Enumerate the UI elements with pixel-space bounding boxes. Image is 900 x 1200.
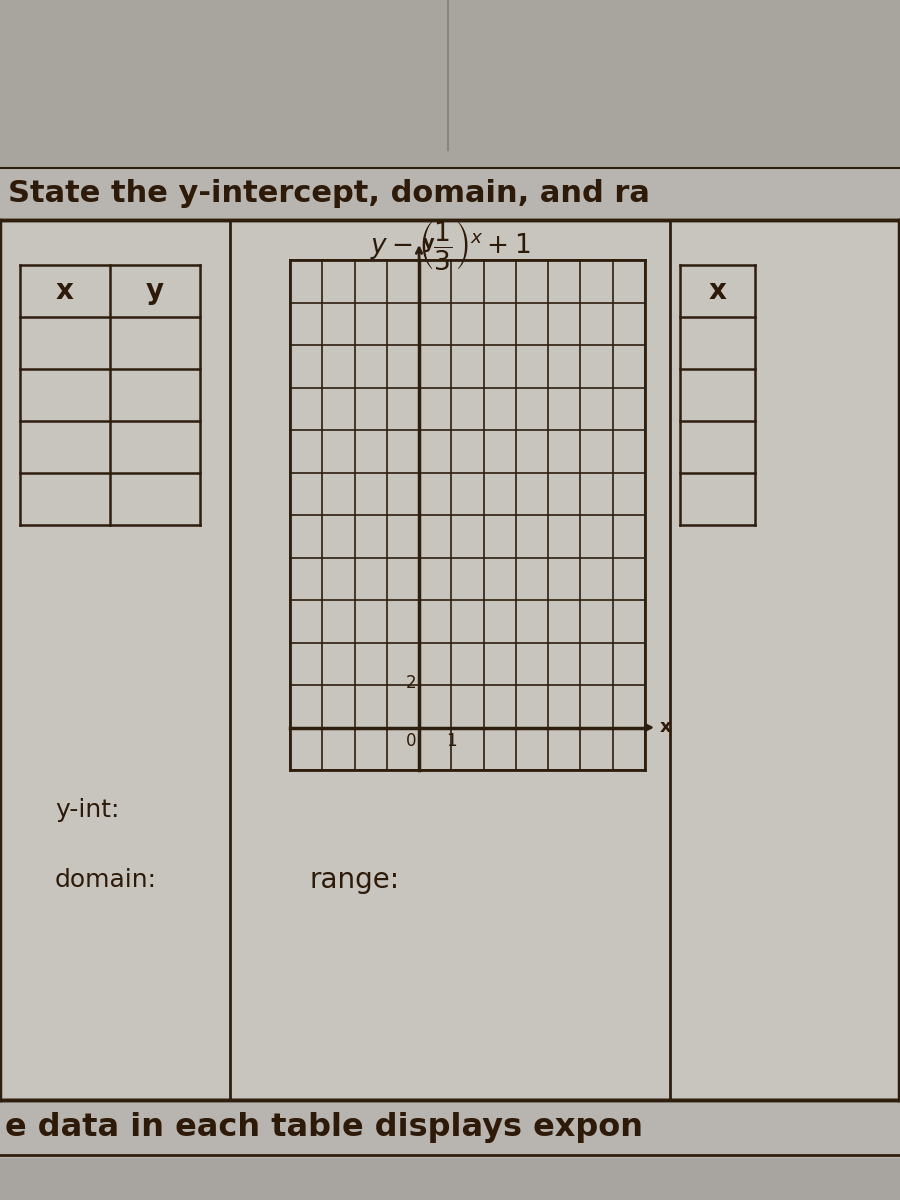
Bar <box>0 1154 900 1200</box>
Text: State the y-intercept, domain, and ra: State the y-intercept, domain, and ra <box>8 180 650 209</box>
Text: x: x <box>708 277 726 305</box>
Text: y: y <box>423 234 435 252</box>
Text: domain:: domain: <box>55 868 157 892</box>
Text: x: x <box>56 277 74 305</box>
Text: 2: 2 <box>406 674 416 692</box>
Text: y: y <box>146 277 164 305</box>
Text: range:: range: <box>310 866 400 894</box>
Text: $y-\left(\dfrac{1}{3}\right)^{x}+1$: $y-\left(\dfrac{1}{3}\right)^{x}+1$ <box>370 218 530 271</box>
Bar <box>0 168 900 220</box>
Text: y-int:: y-int: <box>55 798 120 822</box>
Text: 0: 0 <box>406 732 416 750</box>
Text: e data in each table displays expon: e data in each table displays expon <box>5 1112 643 1142</box>
Bar <box>0 1098 900 1157</box>
Text: 1: 1 <box>446 732 456 750</box>
Bar <box>0 0 900 220</box>
Text: x: x <box>660 719 671 737</box>
Bar <box>0 220 900 1100</box>
Bar <box>290 260 645 770</box>
